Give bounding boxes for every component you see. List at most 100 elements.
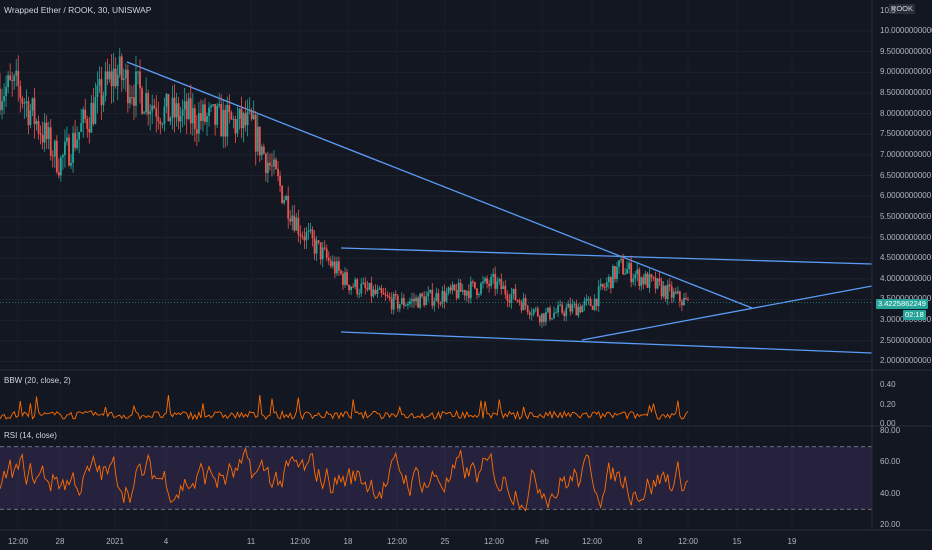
candle-body [484, 278, 486, 282]
candle-body [376, 289, 379, 294]
candle-body [165, 94, 168, 107]
candle-body [622, 259, 624, 275]
candle-body [39, 133, 42, 136]
candle-body [11, 79, 14, 81]
candle-body [654, 277, 657, 289]
candle-body [358, 293, 361, 295]
candle-body [620, 259, 622, 261]
candle-body [185, 101, 188, 120]
candle-body [55, 140, 58, 173]
candle-body [471, 281, 474, 283]
candle-body [672, 291, 675, 298]
price-tick: 5.5000000000 [880, 211, 932, 221]
bbw-tick: 0.20 [880, 399, 896, 409]
candle-body [638, 269, 641, 286]
candle-body [33, 98, 36, 125]
price-tick: 9.5000000000 [880, 46, 932, 56]
time-tick: 12:00 [677, 537, 699, 546]
candle-body [1, 101, 3, 111]
candle-body [236, 119, 239, 134]
candle-body [277, 169, 279, 176]
candle-body [480, 283, 482, 294]
time-tick: 25 [440, 537, 450, 546]
candle-body [151, 105, 154, 112]
candle-body [147, 93, 150, 115]
candle-body [118, 56, 121, 75]
candle-body [644, 273, 647, 285]
candle-body [262, 146, 265, 154]
candle-body [490, 276, 493, 286]
time-tick: 4 [163, 537, 169, 546]
candle-body [21, 98, 24, 104]
candle-body [595, 298, 598, 307]
candle-body [197, 113, 200, 134]
candle-body [421, 293, 424, 297]
candle-body [443, 290, 446, 302]
candle-body [407, 303, 409, 306]
candle-body [360, 283, 363, 294]
last-price-label: 3.4225862249 [876, 299, 928, 309]
candle-body [579, 306, 582, 313]
bbw-tick: 0.40 [880, 380, 896, 389]
candle-body [122, 78, 125, 81]
candle-body [17, 70, 20, 86]
candle-body [447, 287, 450, 293]
candle-body [260, 146, 263, 156]
bbw-tick: 0.00 [880, 419, 896, 428]
candle-body [364, 282, 367, 288]
time-tick: 28 [55, 537, 65, 546]
candle-body [524, 298, 527, 306]
candle-body [305, 232, 308, 241]
candle-body [338, 261, 340, 271]
candle-body [658, 278, 661, 282]
candle-body [96, 85, 99, 98]
countdown-label: 02:18 [903, 310, 926, 320]
candle-body [342, 273, 344, 285]
symbol-badge[interactable]: ROOK [888, 4, 915, 14]
candle-body [557, 305, 560, 313]
candle-body [612, 266, 614, 289]
trendline [581, 285, 873, 341]
candle-body [246, 111, 249, 126]
candle-body [597, 286, 600, 307]
candle-body [78, 131, 81, 140]
bbw-label: BBW (20, close, 2) [4, 376, 71, 385]
candle-body [283, 200, 286, 203]
candle-body [74, 132, 76, 148]
price-tick: 10.0000000000 [880, 26, 932, 35]
candle-body [41, 135, 44, 143]
candle-body [189, 98, 192, 124]
candle-body [636, 269, 639, 275]
candle-body [195, 129, 198, 134]
candle-body [583, 300, 586, 306]
candle-body [534, 308, 537, 310]
candle-body [478, 293, 480, 295]
candle-body [45, 122, 48, 139]
candle-body [271, 165, 273, 167]
candle-body [532, 309, 535, 314]
candle-body [82, 109, 85, 123]
candle-body [218, 104, 221, 106]
rsi-band [0, 446, 872, 510]
candle-body [108, 71, 111, 80]
candle-body [555, 312, 557, 314]
candle-body [315, 240, 318, 254]
candle-body [269, 162, 271, 166]
candle-body [388, 296, 391, 299]
candle-body [508, 300, 511, 303]
candle-body [98, 79, 101, 86]
rsi-tick: 20.00 [880, 520, 901, 529]
candle-body [84, 109, 87, 119]
candle-body [601, 283, 604, 288]
candle-body [7, 75, 10, 87]
candle-body [120, 56, 123, 81]
candle-body [431, 289, 434, 306]
candle-body [256, 126, 259, 152]
bbw-line [0, 395, 689, 421]
candle-body [609, 276, 612, 289]
price-axis-top-tick: 10.5 [880, 6, 896, 15]
candle-body [242, 113, 245, 129]
candle-body [57, 172, 60, 176]
candle-body [72, 132, 74, 163]
